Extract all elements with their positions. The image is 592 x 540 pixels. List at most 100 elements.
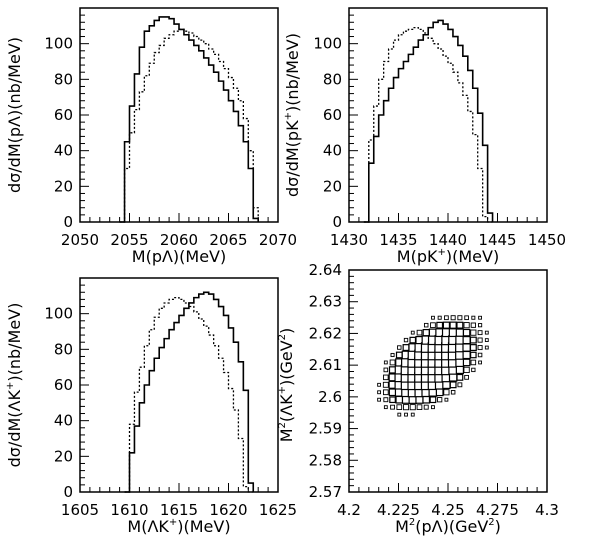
scatter-box <box>448 373 458 382</box>
scatter-box <box>396 404 403 410</box>
scatter-box <box>377 390 381 395</box>
y-tick-label: 60 <box>323 106 342 124</box>
x-tick-label: 1610 <box>110 501 148 519</box>
x-tick-label: 1435 <box>379 231 417 249</box>
x-axis-label: M2(pΛ)(GeV2) <box>395 517 501 536</box>
x-tick-label: 1620 <box>209 501 247 519</box>
x-tick-label: 4.275 <box>476 501 519 519</box>
scatter-box <box>464 374 469 380</box>
x-axis-label: M(pΛ)(MeV) <box>132 247 226 266</box>
scatter-box <box>456 373 464 381</box>
scatter-box <box>484 345 489 350</box>
series-group <box>119 16 259 223</box>
y-tick-label: 20 <box>54 177 73 195</box>
scatter-box <box>477 330 483 336</box>
y-tick-label: 0 <box>332 213 342 231</box>
scatter-box <box>422 328 430 337</box>
x-tick-label: 4.25 <box>431 501 464 519</box>
scatter-box <box>390 352 395 358</box>
scatter-box <box>423 404 429 410</box>
scatter-box <box>377 397 381 402</box>
panel-m-p-lambda: 2050 2055 2060 2065 2070 0 20 40 60 80 1… <box>5 7 297 266</box>
y-tick-label: 40 <box>54 412 73 430</box>
scatter-box <box>437 397 443 403</box>
scatter-box <box>450 315 456 321</box>
x-tick-label: 4.3 <box>535 501 559 519</box>
scatter-box <box>469 336 477 344</box>
scatter-box <box>471 315 476 320</box>
scatter-box <box>416 329 423 336</box>
y-tick-label: 100 <box>313 35 342 53</box>
scatter-box <box>471 367 476 373</box>
scatter-box <box>457 382 463 388</box>
scatter-box <box>478 360 482 365</box>
x-tick-label: 1615 <box>160 501 198 519</box>
series-group <box>377 315 489 417</box>
scatter-box <box>395 351 403 359</box>
scatter-box <box>477 352 483 358</box>
scatter-box <box>449 321 457 329</box>
scatter-box <box>429 396 437 404</box>
panel-m-p-kplus: 1430 1435 1440 1445 1450 0 20 40 60 80 1… <box>283 7 566 266</box>
scatter-box <box>382 381 389 388</box>
x-tick-label: 4.225 <box>377 501 420 519</box>
scatter-box <box>470 351 477 359</box>
scatter-box <box>383 374 389 381</box>
scatter-box <box>444 397 449 402</box>
x-tick-label: 2065 <box>209 231 247 249</box>
scatter-box <box>437 315 442 320</box>
scatter-box <box>383 360 388 365</box>
y-tick-label: 40 <box>323 142 342 160</box>
y-tick-label: 2.62 <box>309 324 342 342</box>
y-tick-label: 80 <box>323 70 342 88</box>
scatter-box <box>416 404 423 411</box>
scatter-box <box>383 367 389 373</box>
histogram-dotted-series <box>119 28 259 223</box>
x-tick-label: 1605 <box>61 501 99 519</box>
histogram-solid-series <box>363 19 494 223</box>
histogram-dotted-series <box>363 26 493 223</box>
scatter-box <box>450 390 456 395</box>
axis-ticks <box>348 269 548 493</box>
x-tick-label: 1625 <box>259 501 297 519</box>
scatter-box <box>462 335 471 345</box>
scatter-box <box>477 337 483 343</box>
y-tick-label: 100 <box>44 305 73 323</box>
scatter-box <box>383 397 389 403</box>
scatter-box <box>455 328 465 337</box>
scatter-box <box>410 412 415 417</box>
x-tick-label: 2060 <box>160 231 198 249</box>
scatter-box <box>431 315 435 320</box>
scatter-box <box>443 389 450 396</box>
x-tick-label: 1450 <box>528 231 566 249</box>
scatter-box <box>397 345 402 350</box>
scatter-box <box>462 358 471 367</box>
histogram-solid-series <box>119 16 259 223</box>
scatter-box <box>449 381 457 389</box>
x-tick-label: 2055 <box>110 231 148 249</box>
plot-frame <box>79 7 279 223</box>
panel-dalitz-scatter: 4.2 4.225 4.25 4.275 4.3 2.57 2.58 2.59 … <box>277 261 559 536</box>
y-tick-label: 2.58 <box>309 451 342 469</box>
scatter-box <box>463 366 470 374</box>
y-axis-label: M2(ΛK+)(GeV2) <box>277 328 296 443</box>
scatter-box <box>462 328 471 337</box>
x-axis-label: M(pK+)(MeV) <box>397 247 499 266</box>
scatter-box <box>435 388 444 397</box>
x-tick-label: 1430 <box>330 231 368 249</box>
scatter-box <box>464 315 469 321</box>
y-axis-label: dσ/dM(ΛK+)(nb/MeV) <box>5 303 24 468</box>
axis-ticks <box>79 14 279 223</box>
scatter-box <box>455 365 465 375</box>
scatter-box <box>389 396 396 404</box>
x-tick-label: 2070 <box>259 231 297 249</box>
scatter-box <box>409 404 416 411</box>
y-axis-label: dσ/dM(pK+)(nb/MeV) <box>283 33 302 197</box>
axis-ticks <box>79 284 279 493</box>
y-tick-label: 80 <box>54 340 73 358</box>
scatter-box <box>477 323 483 328</box>
scatter-box <box>402 344 410 352</box>
scatter-box <box>402 404 410 411</box>
y-axis-label: dσ/dM(pΛ)(nb/MeV) <box>5 37 24 193</box>
scatter-box <box>431 405 435 410</box>
